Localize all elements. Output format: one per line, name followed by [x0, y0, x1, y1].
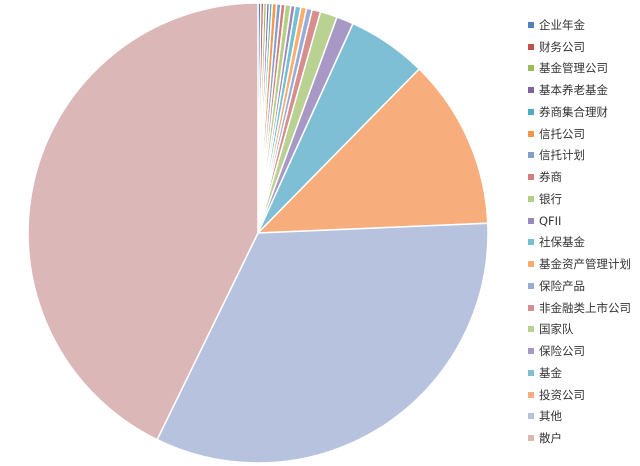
legend-swatch-13 [528, 304, 534, 311]
legend-swatch-12 [528, 282, 534, 289]
legend-label-12: 保险产品 [539, 278, 585, 293]
legend-item-11: 基金资产管理计划 [528, 253, 638, 275]
legend-label-14: 国家队 [539, 322, 574, 337]
legend-swatch-18 [528, 413, 534, 420]
legend-swatch-9 [528, 217, 534, 224]
legend-label-8: 银行 [539, 191, 562, 206]
legend-item-19: 散户 [528, 427, 638, 449]
legend-item-16: 基金 [528, 362, 638, 384]
legend-item-14: 国家队 [528, 319, 638, 341]
legend-item-17: 投资公司 [528, 384, 638, 406]
legend-item-8: 银行 [528, 188, 638, 210]
legend-swatch-2 [528, 65, 534, 72]
pie-slice-17 [257, 68, 489, 234]
legend-item-12: 保险产品 [528, 275, 638, 297]
legend-swatch-5 [528, 130, 534, 137]
legend-item-7: 券商 [528, 166, 638, 188]
legend-label-13: 非金融类上市公司 [539, 300, 631, 315]
legend-label-4: 券商集合理财 [539, 104, 608, 119]
legend-label-15: 保险公司 [539, 344, 585, 359]
legend-label-11: 基金资产管理计划 [539, 257, 631, 272]
legend-label-2: 基金管理公司 [539, 61, 608, 76]
legend-item-1: 财务公司 [528, 36, 638, 58]
legend: 企业年金财务公司基金管理公司 基本养老基金 券商集合理财 信托公司信托计划券商银行 QF… [528, 14, 638, 449]
legend-item-5: 信托公司 [528, 123, 638, 145]
legend-swatch-6 [528, 152, 534, 159]
legend-item-3: 基本养老基金 [528, 79, 638, 101]
legend-swatch-10 [528, 239, 534, 246]
legend-item-4: 券商集合理财 [528, 101, 638, 123]
legend-item-10: 社保基金 [528, 232, 638, 254]
legend-swatch-15 [528, 348, 534, 355]
pie-slice-19 [27, 2, 259, 441]
legend-item-15: 保险公司 [528, 340, 638, 362]
legend-swatch-8 [528, 195, 534, 202]
legend-label-10: 社保基金 [539, 235, 585, 250]
pie-slice-18 [156, 222, 489, 464]
legend-swatch-0 [528, 21, 534, 28]
legend-item-9: QFII [528, 210, 638, 232]
legend-swatch-19 [528, 435, 534, 442]
legend-item-0: 企业年金 [528, 14, 638, 36]
legend-label-17: 投资公司 [539, 387, 585, 402]
legend-label-9: QFII [539, 213, 562, 228]
legend-swatch-17 [528, 391, 534, 398]
legend-swatch-7 [528, 174, 534, 181]
legend-item-13: 非金融类上市公司 [528, 297, 638, 319]
legend-item-2: 基金管理公司 [528, 58, 638, 80]
legend-label-16: 基金 [539, 365, 562, 380]
legend-label-6: 信托计划 [539, 148, 585, 163]
legend-label-18: 其他 [539, 409, 562, 424]
legend-item-6: 信托计划 [528, 145, 638, 167]
legend-swatch-1 [528, 43, 534, 50]
legend-label-1: 财务公司 [539, 39, 585, 54]
legend-item-18: 其他 [528, 406, 638, 428]
legend-label-19: 散户 [539, 431, 562, 446]
legend-label-3: 基本养老基金 [539, 83, 608, 98]
legend-swatch-4 [528, 108, 534, 115]
legend-swatch-16 [528, 369, 534, 376]
legend-swatch-14 [528, 326, 534, 333]
legend-label-7: 券商 [539, 170, 562, 185]
legend-label-5: 信托公司 [539, 126, 585, 141]
legend-swatch-3 [528, 87, 534, 94]
legend-swatch-11 [528, 261, 534, 268]
legend-label-0: 企业年金 [539, 17, 585, 32]
